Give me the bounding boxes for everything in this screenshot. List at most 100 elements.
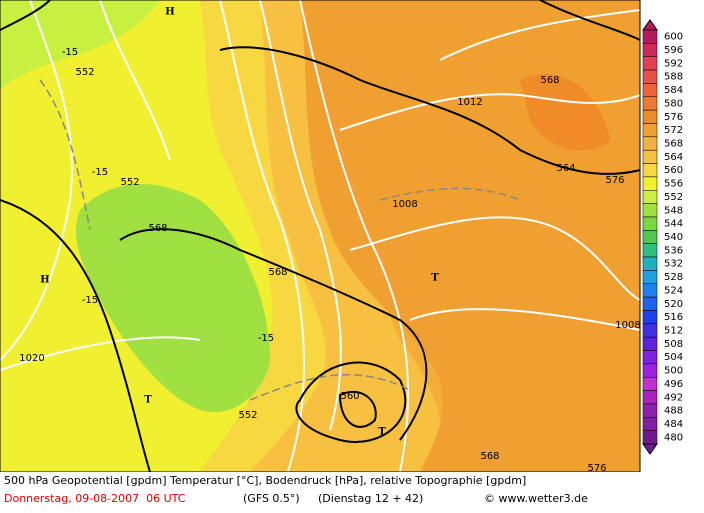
colorbar-label: 492: [664, 392, 683, 403]
pressure-center: T: [431, 273, 439, 284]
colorbar-label: 500: [664, 366, 683, 377]
footer-model: (GFS 0.5°): [243, 492, 300, 505]
colorbar-swatch: [642, 376, 658, 391]
colorbar-label: 544: [664, 219, 683, 230]
colorbar-swatch: [642, 29, 658, 44]
colorbar-label: 536: [664, 245, 683, 256]
pressure-center: H: [165, 7, 174, 18]
colorbar-swatch: [642, 256, 658, 271]
footer-credit: © www.wetter3.de: [484, 492, 588, 505]
contour-label: 576: [587, 463, 606, 472]
footer-run: (Dienstag 12 + 42): [318, 492, 424, 505]
colorbar-label: 508: [664, 339, 683, 350]
contour-label: 568: [268, 267, 287, 278]
colorbar-swatch: [642, 323, 658, 338]
colorbar-swatch: [642, 243, 658, 258]
colorbar-label: 596: [664, 45, 683, 56]
colorbar-swatch: [642, 283, 658, 298]
zone-552: [0, 0, 160, 90]
contour-label: -15: [62, 47, 78, 58]
map: -15 552 H -15 552 568 H -15 1020 T 552 -15 568 560 T 10…: [0, 0, 683, 473]
colorbar-label: 496: [664, 379, 683, 390]
colorbar-label: 528: [664, 272, 683, 283]
colorbar-label: 512: [664, 325, 683, 336]
colorbar-swatch: [642, 216, 658, 231]
pressure-center: T: [144, 395, 152, 406]
colorbar-swatch: [642, 163, 658, 178]
colorbar-swatch: [642, 363, 658, 378]
pressure: [39, 79, 521, 401]
colorbar-label: 564: [664, 152, 683, 163]
colorbar-swatch: [642, 430, 658, 445]
footer-date: Donnerstag, 09-08-2007 06 UTC: [4, 492, 186, 505]
colorbar-label: 524: [664, 285, 683, 296]
colorbar-label: 488: [664, 406, 683, 417]
colorbar-label: 588: [664, 72, 683, 83]
contour-label: -15: [92, 167, 108, 178]
colorbar-label: 548: [664, 205, 683, 216]
colorbar-swatch: [642, 270, 658, 284]
contour-label: -15: [258, 333, 274, 344]
colorbar-swatch: [642, 149, 658, 164]
pressure-center: H: [40, 275, 49, 286]
colorbar-swatch: [642, 403, 658, 418]
colorbar-swatch: [642, 69, 658, 84]
colorbar-arrow-top: [642, 19, 658, 31]
contour-label: 552: [120, 177, 139, 188]
contour-label: 568: [540, 75, 559, 86]
colorbar-swatch: [642, 190, 658, 204]
colorbar-label: 600: [664, 32, 683, 43]
contour-label: 568: [480, 451, 499, 462]
contour-label: 1020: [19, 353, 44, 364]
colorbar: 600 596 592 588 584 580 576 572 568 564 560 556 552 5…: [642, 19, 683, 455]
isotherms: [0, 0, 641, 472]
colorbar-label: 552: [664, 192, 683, 203]
colorbar-label: 520: [664, 299, 683, 310]
contour-label: 576: [605, 175, 624, 186]
contour-label: 560: [340, 391, 359, 402]
colorbar-label: 504: [664, 352, 683, 363]
colorbar-label: 572: [664, 125, 683, 136]
contour-label: 1008: [615, 320, 640, 331]
colorbar-swatch: [642, 390, 658, 405]
colorbar-swatch: [642, 336, 658, 351]
colorbar-label: 484: [664, 419, 683, 430]
contour-label: 1008: [392, 199, 417, 210]
colorbar-swatch: [642, 123, 658, 138]
contour-label: 564: [556, 163, 575, 174]
contour-label: 1012: [457, 97, 482, 108]
colorbar-swatch: [642, 350, 658, 365]
footer-title: 500 hPa Geopotential [gpdm] Temperatur […: [4, 474, 527, 487]
colorbar-label: 532: [664, 259, 683, 270]
colorbar-swatch: [642, 136, 658, 151]
isohypses: [0, 0, 641, 472]
colorbar-label: 592: [664, 58, 683, 69]
contour-label: -15: [82, 295, 98, 306]
colorbar-swatch: [642, 43, 658, 57]
contour-label: 552: [75, 67, 94, 78]
colorbar-swatch: [642, 310, 658, 325]
colorbar-swatch: [642, 230, 658, 244]
colorbar-swatch: [642, 96, 658, 111]
colorbar-swatch: [642, 417, 658, 431]
colorbar-label: 568: [664, 139, 683, 150]
colorbar-label: 576: [664, 112, 683, 123]
colorbar-swatch: [642, 296, 658, 311]
colorbar-label: 584: [664, 85, 683, 96]
map-labels: -15 552 H -15 552 568 H -15 1020 T 552 -15 568 560 T 10…: [19, 7, 640, 473]
colorbar-label: 480: [664, 432, 683, 443]
colorbar-label: 556: [664, 179, 683, 190]
colorbar-swatch: [642, 109, 658, 124]
contour-label: 552: [238, 410, 257, 421]
colorbar-label: 580: [664, 98, 683, 109]
map-frame: [0, 0, 641, 472]
colorbar-label: 540: [664, 232, 683, 243]
contour-label: 568: [148, 223, 167, 234]
colorbar-swatch: [642, 83, 658, 98]
zone-576: [520, 73, 610, 151]
colorbar-swatch: [642, 203, 658, 218]
colorbar-swatch: [642, 56, 658, 71]
colorbar-label: 516: [664, 312, 683, 323]
colorbar-label: 560: [664, 165, 683, 176]
